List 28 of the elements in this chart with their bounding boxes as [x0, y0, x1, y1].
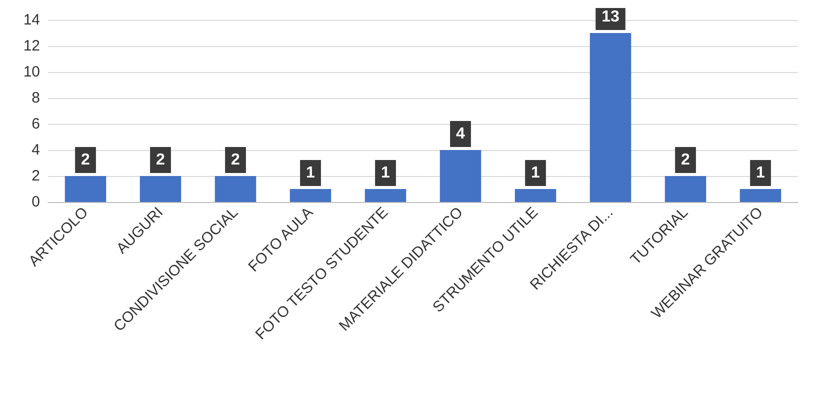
data-label: 1: [381, 164, 390, 182]
bar: [214, 176, 256, 202]
data-label: 4: [456, 126, 466, 142]
bar: [590, 33, 632, 202]
data-label: 1: [306, 164, 316, 182]
y-tick-label: 0: [32, 194, 40, 210]
data-label: 2: [231, 152, 240, 168]
bar: [64, 176, 106, 202]
bar: [140, 176, 182, 202]
y-tick-label: 8: [32, 90, 40, 106]
data-label: 1: [756, 164, 766, 182]
y-tick-label: 10: [23, 64, 40, 80]
bar: [740, 189, 782, 202]
y-tick-label: 12: [23, 38, 40, 54]
bar: [440, 150, 482, 202]
bar: [364, 189, 406, 202]
y-tick-label: 4: [32, 142, 40, 158]
bar: [514, 189, 556, 202]
y-tick-label: 14: [23, 12, 40, 28]
data-label: 13: [602, 8, 620, 26]
bar: [290, 189, 332, 202]
data-label: 1: [531, 164, 540, 182]
y-tick-label: 2: [32, 168, 40, 184]
data-label: 2: [156, 152, 166, 168]
bar: [664, 176, 706, 202]
data-label: 2: [81, 152, 90, 168]
y-tick-label: 6: [32, 116, 40, 132]
data-label: 2: [681, 152, 690, 168]
